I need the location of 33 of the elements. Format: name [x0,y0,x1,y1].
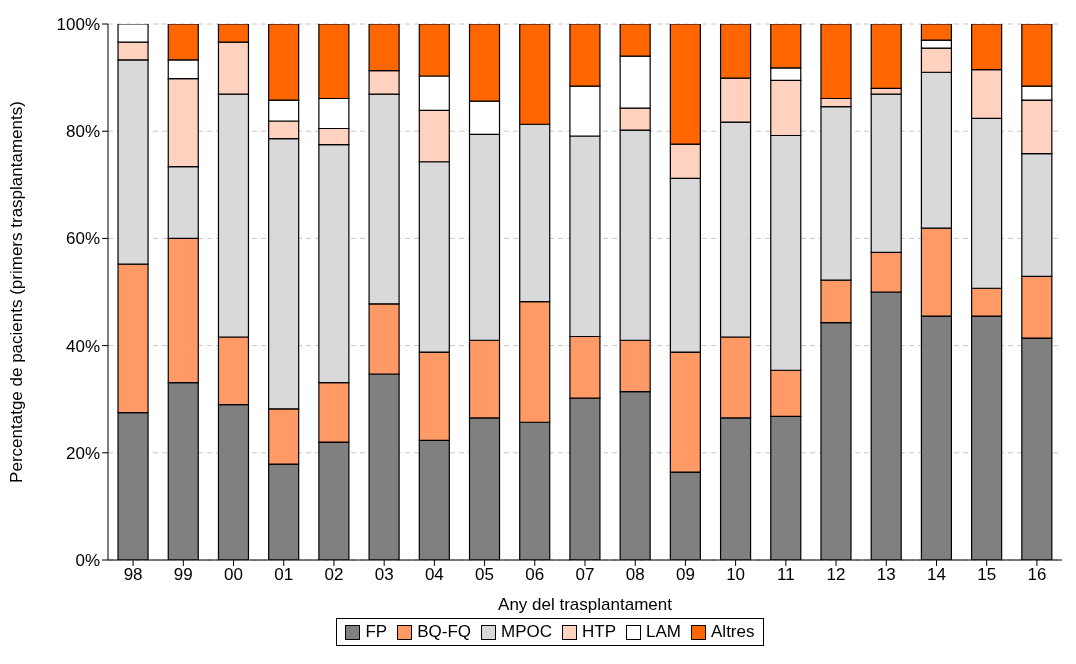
y-tick-label: 60% [65,229,100,249]
x-tick-label: 99 [173,565,193,585]
x-tick-label: 03 [374,565,394,585]
x-tick-label: 15 [977,565,997,585]
x-tick-label: 06 [525,565,545,585]
x-tick-label: 02 [324,565,344,585]
x-tick-label: 08 [625,565,645,585]
x-tick-label: 05 [475,565,495,585]
x-tick-label: 07 [575,565,595,585]
y-tick-label: 20% [65,443,100,463]
x-tick-label: 01 [274,565,294,585]
legend-label: MPOC [501,622,553,642]
y-tick-label: 40% [65,336,100,356]
x-tick-label: 98 [123,565,143,585]
legend-label: LAM [646,622,682,642]
legend-label: BQ-FQ [417,622,472,642]
x-tick-label: 04 [424,565,444,585]
y-tick-label: 100% [56,15,100,35]
y-tick-label: 0% [75,551,100,571]
x-tick-label: 14 [927,565,946,585]
x-tick-label: 12 [826,565,846,585]
y-axis-title: Percentatge de pacients (primers trasplantaments) [7,101,27,483]
y-tick-label: 80% [65,122,100,142]
x-tick-label: 10 [726,565,746,585]
x-tick-label: 00 [224,565,243,585]
legend-label: FP [365,622,388,642]
x-tick-label: 16 [1027,565,1047,585]
x-axis-title: Any del trasplantament [498,595,673,614]
x-tick-label: 13 [876,565,896,585]
legend-label: Altres [711,622,755,642]
legend-label: HTP [582,622,617,642]
x-tick-label: 09 [675,565,695,585]
x-tick-label: 11 [777,565,795,585]
